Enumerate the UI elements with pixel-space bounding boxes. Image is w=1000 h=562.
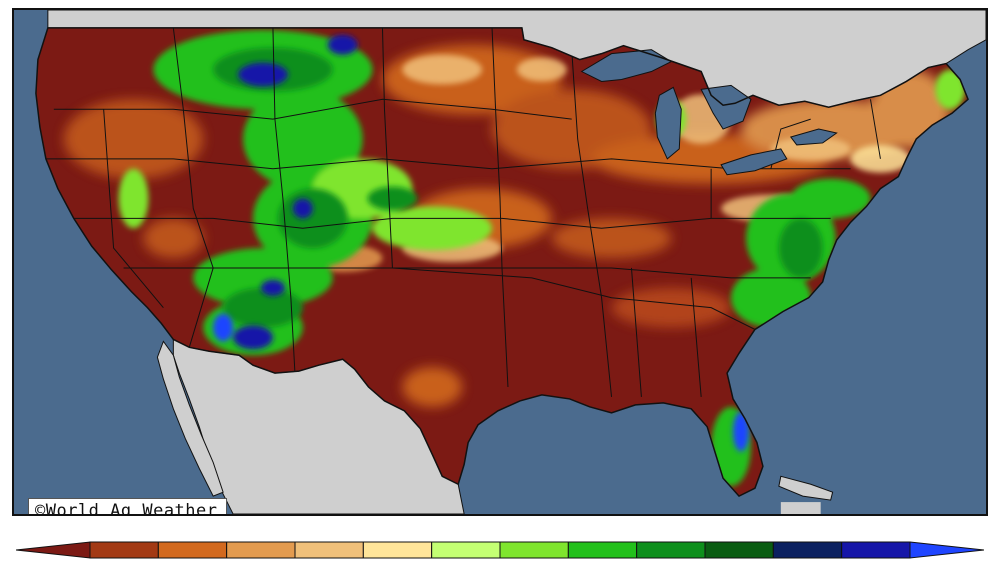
legend-swatch bbox=[567, 541, 638, 559]
legend-swatch bbox=[294, 541, 364, 559]
baja-land bbox=[156, 340, 224, 497]
us-precipitation-map bbox=[14, 10, 986, 514]
caribbean-land-south bbox=[780, 502, 821, 514]
precipitation-legend bbox=[16, 541, 984, 559]
legend-swatch bbox=[636, 541, 706, 559]
state-borders bbox=[43, 27, 881, 397]
credit-label: ©World Ag Weather bbox=[28, 498, 227, 514]
legend-arrow-high bbox=[909, 541, 984, 559]
weather-map: ©World Ag Weather bbox=[12, 8, 988, 516]
legend-swatch bbox=[431, 541, 501, 559]
legend-swatch bbox=[157, 541, 228, 559]
legend-swatch bbox=[362, 541, 433, 559]
legend-swatch bbox=[89, 541, 159, 559]
legend-swatch bbox=[841, 541, 911, 559]
legend-swatch bbox=[226, 541, 296, 559]
great-lakes bbox=[580, 49, 838, 176]
legend-swatch bbox=[772, 541, 843, 559]
caribbean-land bbox=[778, 475, 834, 501]
legend-swatch bbox=[704, 541, 774, 559]
us-outline bbox=[35, 27, 969, 498]
legend-swatch bbox=[499, 541, 569, 559]
legend-arrow-low bbox=[16, 541, 91, 559]
blue-layer bbox=[213, 34, 749, 452]
